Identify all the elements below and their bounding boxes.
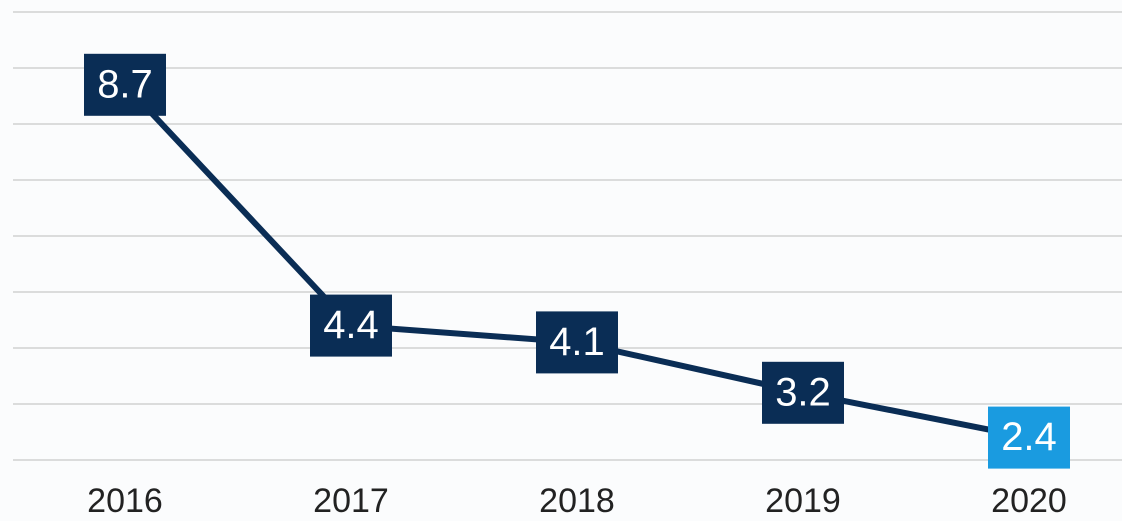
value-label-box [84, 53, 166, 116]
value-label: 3.2 [775, 370, 831, 414]
x-tick-label: 2019 [765, 482, 841, 520]
line [122, 82, 1030, 441]
value-label: 2.4 [1001, 415, 1057, 459]
value-label: 4.1 [549, 320, 605, 364]
x-tick-label: 2017 [313, 482, 389, 520]
x-tick-label: 2018 [539, 482, 615, 520]
value-label-box [310, 294, 392, 357]
value-label-box [988, 406, 1070, 469]
value-label: 8.7 [97, 62, 153, 106]
value-label-box [536, 311, 618, 374]
x-tick-label: 2016 [87, 482, 163, 520]
value-label: 4.4 [323, 303, 379, 347]
x-tick-label: 2020 [991, 482, 1067, 520]
value-label-box [762, 361, 844, 424]
